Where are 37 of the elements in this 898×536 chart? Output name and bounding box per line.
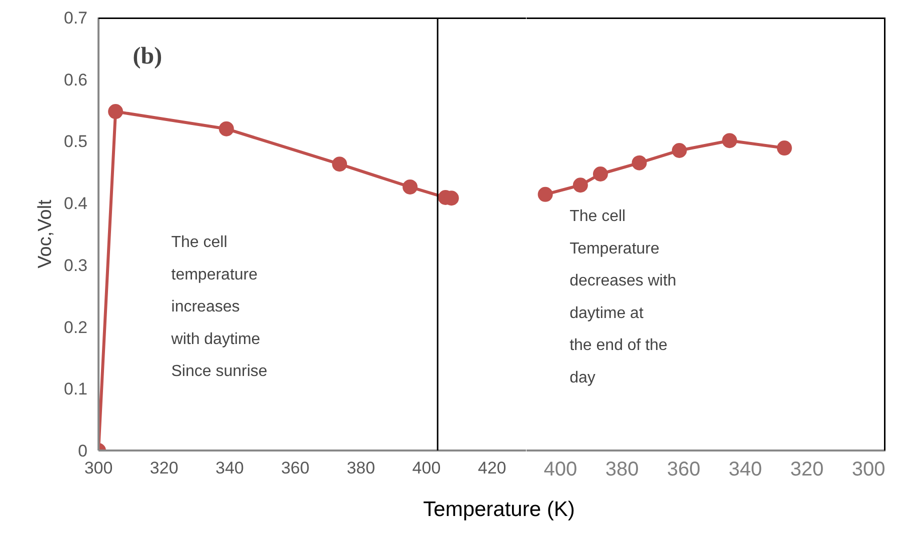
x-tick-label: 400 <box>544 458 578 480</box>
point <box>672 143 687 158</box>
y-tick-label: 0.5 <box>64 132 88 152</box>
y-tick-label: 0.6 <box>64 70 88 90</box>
y-tick-label: 0.7 <box>64 8 88 28</box>
point <box>332 156 348 172</box>
annotation: The cell Temperature decreases with daytime at the end of the day <box>570 208 676 387</box>
y-tick-label: 0.4 <box>64 194 88 214</box>
x-axis-title: Temperature (K) <box>423 497 575 523</box>
x-tick-label: 420 <box>478 458 506 478</box>
x-tick-label: 340 <box>216 458 244 478</box>
point <box>722 133 738 148</box>
x-tick-label: 360 <box>666 458 700 480</box>
point <box>592 166 608 182</box>
x-tick-label: 360 <box>281 458 310 478</box>
point <box>538 186 553 202</box>
annotation: (b) <box>132 43 162 70</box>
point <box>776 140 792 156</box>
x-tick-label: 320 <box>150 458 178 478</box>
y-tick-label: 0.1 <box>64 380 88 399</box>
y-tick-label: 0.2 <box>64 318 88 337</box>
point <box>218 121 234 136</box>
x-tick-label: 300 <box>852 458 886 480</box>
x-tick-label: 320 <box>790 458 824 480</box>
annotation: The cell temperature increases with daytime Since sunrise <box>170 234 268 380</box>
y-tick-label: 0 <box>78 442 88 460</box>
y-tick-label: 0.3 <box>64 256 88 275</box>
point <box>572 178 588 193</box>
point <box>402 180 418 194</box>
point <box>108 104 124 120</box>
x-tick-label: 380 <box>346 458 376 478</box>
x-tick-label: 400 <box>412 458 441 478</box>
x-tick-label: 380 <box>605 458 639 480</box>
x-tick-label: 340 <box>728 458 762 480</box>
point <box>632 155 647 170</box>
y-axis-title: Voc,Volt <box>34 198 56 268</box>
x-tick-label: 300 <box>84 458 113 478</box>
